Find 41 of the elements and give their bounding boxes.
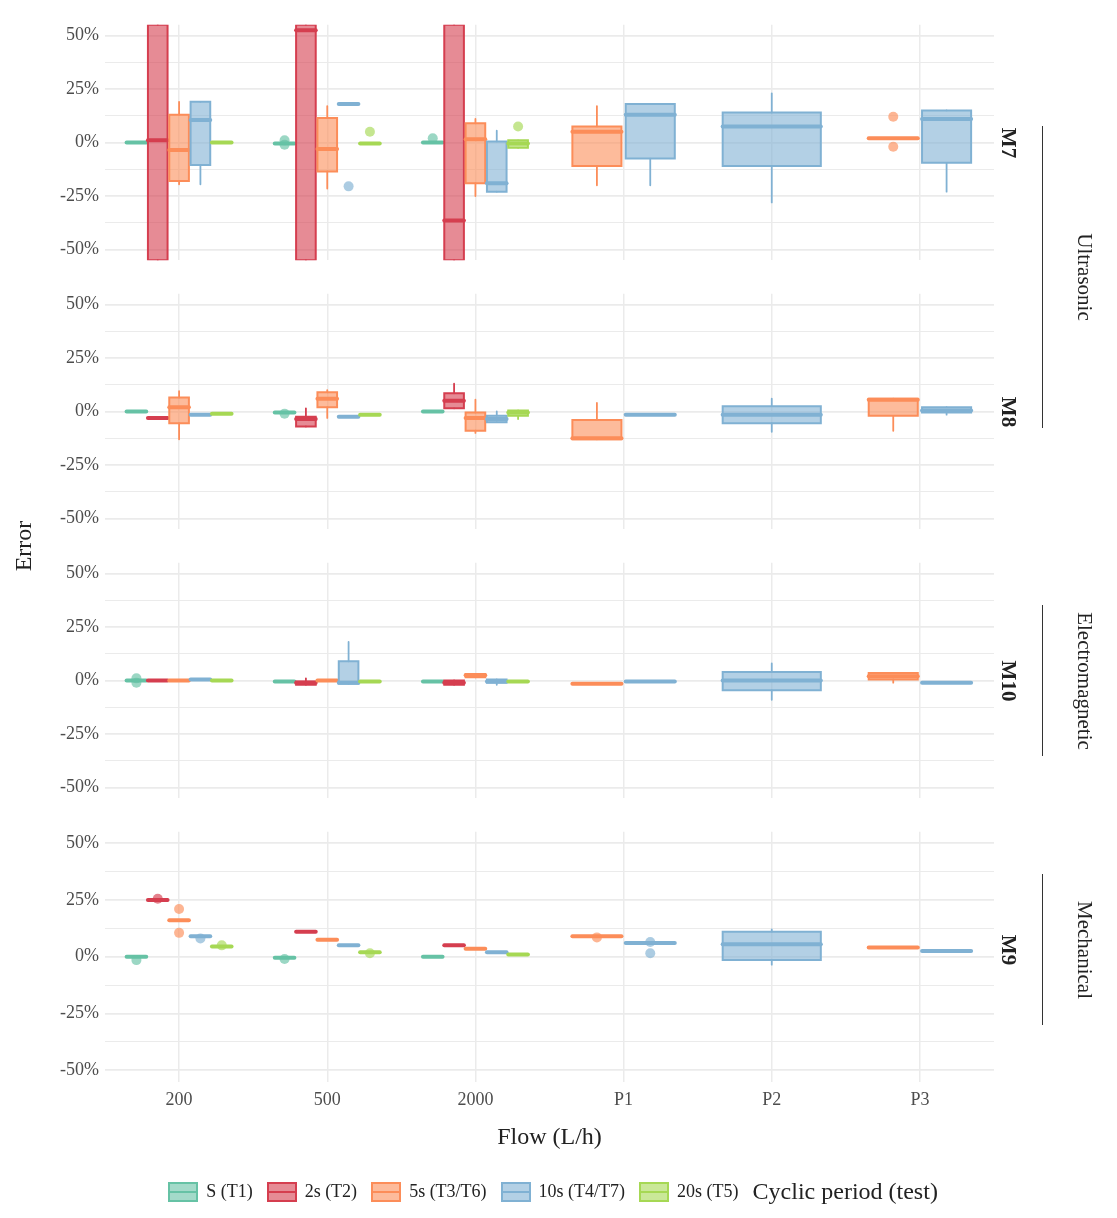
y-tick-label: 50% bbox=[66, 562, 99, 583]
y-tick-label: 25% bbox=[66, 888, 99, 909]
y-tick-label: 50% bbox=[66, 293, 99, 314]
y-tick-label: -50% bbox=[60, 776, 99, 797]
x-tick-label: 500 bbox=[313, 1089, 341, 1110]
y-tick-label: -25% bbox=[60, 453, 99, 474]
y-tick-label: 0% bbox=[75, 400, 99, 421]
x-tick-label: 2000 bbox=[457, 1089, 494, 1110]
legend-label: 20s (T5) bbox=[677, 1181, 739, 1202]
y-tick-label: -50% bbox=[60, 238, 99, 259]
y-tick-label: -25% bbox=[60, 184, 99, 205]
x-tick-label: 200 bbox=[165, 1089, 193, 1110]
y-axis-title: Error bbox=[10, 520, 37, 572]
y-tick-label: -25% bbox=[60, 1002, 99, 1023]
text: Electromagnetic bbox=[1072, 611, 1097, 750]
y-tick-label: 25% bbox=[66, 77, 99, 98]
y-tick-label: -50% bbox=[60, 1058, 99, 1079]
y-tick-label: -50% bbox=[60, 507, 99, 528]
x-tick-label: P3 bbox=[910, 1089, 930, 1110]
legend-label: 5s (T3/T6) bbox=[409, 1181, 487, 1202]
y-tick-label: 50% bbox=[66, 24, 99, 45]
x-axis-title: Flow (L/h) bbox=[497, 1122, 602, 1149]
y-tick-label: 0% bbox=[75, 669, 99, 690]
x-tick-label: P2 bbox=[762, 1089, 782, 1110]
text: Ultrasonic bbox=[1072, 233, 1097, 321]
y-tick-label: -25% bbox=[60, 722, 99, 743]
legend-title: Cyclic period (test) bbox=[752, 1178, 938, 1205]
text: M8 bbox=[996, 396, 1021, 427]
text: M7 bbox=[996, 127, 1021, 158]
y-tick-label: 50% bbox=[66, 831, 99, 852]
text: Mechanical bbox=[1072, 900, 1097, 999]
x-tick-label: P1 bbox=[614, 1089, 634, 1110]
y-tick-label: 0% bbox=[75, 945, 99, 966]
text: M9 bbox=[996, 934, 1021, 965]
legend-label: 2s (T2) bbox=[304, 1181, 358, 1202]
legend-label: S (T1) bbox=[206, 1181, 253, 1202]
y-tick-label: 0% bbox=[75, 131, 99, 152]
y-tick-label: 25% bbox=[66, 615, 99, 636]
legend-label: 10s (T4/T7) bbox=[538, 1181, 626, 1202]
text: M10 bbox=[996, 660, 1021, 701]
y-tick-label: 25% bbox=[66, 346, 99, 367]
